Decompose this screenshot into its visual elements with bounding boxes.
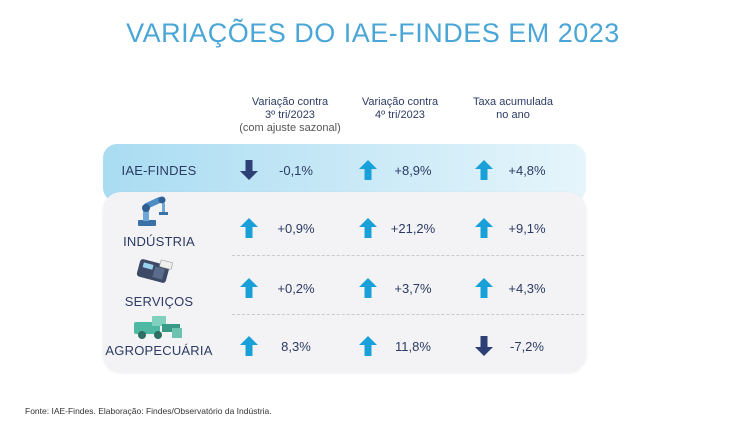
value-cell: +8,9% <box>394 163 432 178</box>
row-label-iae-findes: IAE-FINDES <box>121 163 197 178</box>
row-divider <box>232 314 584 315</box>
arrow-up-icon <box>359 336 377 356</box>
value-cell: +0,9% <box>277 221 315 236</box>
harvester-icon <box>134 316 182 339</box>
arrow-down-icon <box>240 160 258 180</box>
value-cell: +0,2% <box>277 281 315 296</box>
source-note: Fonte: IAE-Findes. Elaboração: Findes/Ob… <box>25 406 272 416</box>
column-header-q4: Variação contra 4º tri/2023 <box>361 96 439 121</box>
column-header-q3: Variação contra 3º tri/2023 (com ajuste … <box>239 96 341 134</box>
arrow-up-icon <box>240 278 258 298</box>
page-title: VARIAÇÕES DO IAE-FINDES EM 2023 <box>126 18 620 48</box>
arrow-up-icon <box>240 336 258 356</box>
arrow-up-icon <box>475 278 493 298</box>
value-cell: 11,8% <box>395 339 431 354</box>
card-machine-icon <box>136 259 173 283</box>
arrow-up-icon <box>475 218 493 238</box>
value-cell: +4,3% <box>508 281 546 296</box>
row-label-industria: INDÚSTRIA <box>123 234 195 249</box>
value-cell: +21,2% <box>390 221 436 236</box>
arrow-up-icon <box>359 278 377 298</box>
value-cell: -7,2% <box>510 339 544 354</box>
arrow-up-icon <box>240 218 258 238</box>
value-cell: +4,8% <box>508 163 546 178</box>
column-header-accumulated: Taxa acumulada no ano <box>472 96 554 121</box>
row-label-agropecuaria: AGROPECUÁRIA <box>105 343 213 358</box>
arrow-up-icon <box>475 160 493 180</box>
value-cell: -0,1% <box>279 163 313 178</box>
sector-panel <box>103 192 586 372</box>
robot-arm-icon <box>138 196 168 226</box>
arrow-up-icon <box>359 160 377 180</box>
value-cell: +9,1% <box>508 221 546 236</box>
value-cell: +3,7% <box>394 281 432 296</box>
value-cell: 8,3% <box>281 339 311 354</box>
arrow-up-icon <box>359 218 377 238</box>
row-divider <box>232 255 584 256</box>
row-label-servicos: SERVIÇOS <box>124 294 194 309</box>
arrow-down-icon <box>475 336 493 356</box>
